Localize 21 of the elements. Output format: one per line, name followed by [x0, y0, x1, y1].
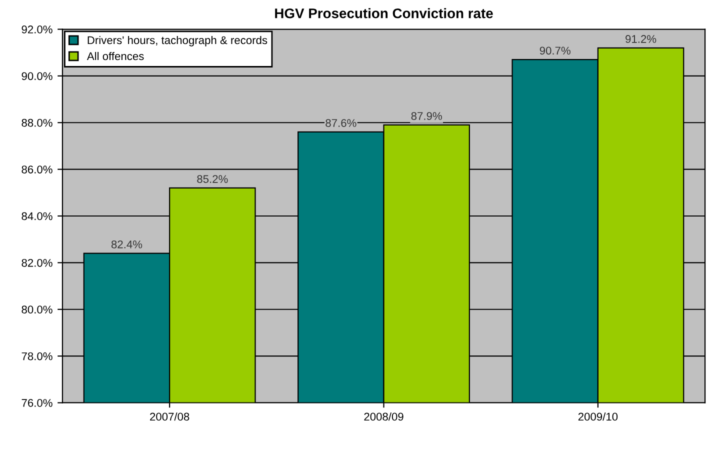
- y-tick-label: 76.0%: [22, 399, 52, 407]
- y-tick-label: 90.0%: [22, 72, 52, 80]
- legend-label: Drivers' hours, tachograph & records: [88, 36, 268, 46]
- y-tick-label: 80.0%: [22, 306, 52, 314]
- y-tick-label: 82.0%: [22, 258, 52, 267]
- data-label: 82.4%: [111, 240, 142, 248]
- data-label: 87.6%: [326, 119, 356, 127]
- y-tick-label: 88.0%: [22, 118, 52, 127]
- data-label: 90.7%: [540, 46, 570, 55]
- legend-label: All offences: [86, 52, 144, 60]
- x-tick-label: 2007/08: [150, 412, 190, 421]
- x-tick-label: 2008/09: [364, 412, 404, 421]
- y-tick-label: 86.0%: [22, 166, 52, 174]
- y-tick-label: 84.0%: [22, 212, 52, 220]
- x-tick-label: 2009/10: [578, 412, 618, 421]
- y-tick-label: 78.0%: [22, 352, 52, 360]
- data-label: 85.2%: [197, 175, 228, 183]
- data-label: 87.9%: [411, 112, 442, 120]
- y-tick-label: 92.0%: [22, 26, 52, 34]
- data-label: 91.2%: [626, 35, 656, 43]
- chart-title: HGV Prosecution Conviction rate: [275, 8, 493, 18]
